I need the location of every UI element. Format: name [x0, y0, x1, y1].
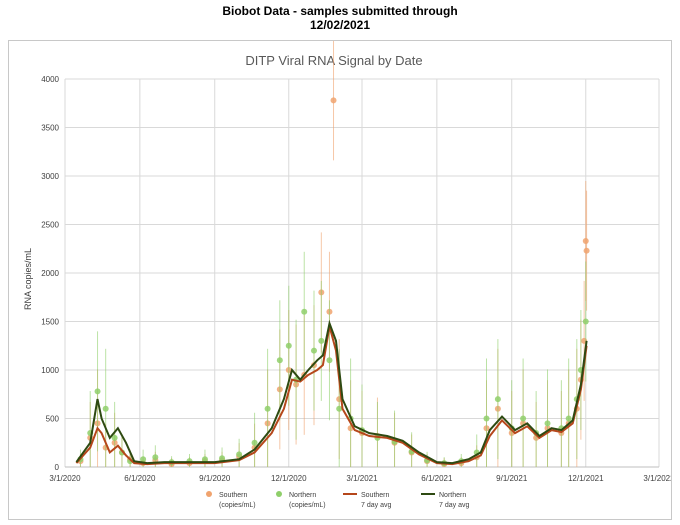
- data-point: [494, 396, 501, 403]
- legend-label: Northern: [439, 492, 466, 499]
- chart-frame: DITP Viral RNA Signal by Date 0 500 1000 15…: [8, 40, 675, 520]
- legend-label-line2: 7 day avg: [439, 502, 469, 509]
- x-tick-label: 3/1/2020: [49, 474, 81, 483]
- data-point: [152, 454, 159, 461]
- header-line-1: Biobot Data - samples submitted through: [222, 4, 458, 18]
- chart-header: Biobot Data - samples submitted through …: [0, 4, 680, 32]
- y-axis-label: RNA copies/mL: [23, 248, 33, 310]
- data-point: [94, 388, 101, 395]
- avg-line: [75, 319, 588, 465]
- data-point: [336, 405, 343, 412]
- data-point: [583, 247, 590, 254]
- data-point: [276, 357, 283, 364]
- data-point: [544, 420, 551, 427]
- x-tick-label: 12/1/2020: [271, 474, 307, 483]
- data-point: [201, 456, 208, 463]
- y-tick-label: 0: [55, 463, 60, 472]
- data-point: [111, 434, 118, 441]
- data-point: [236, 451, 243, 458]
- x-tick-label: 6/1/2021: [421, 474, 453, 483]
- x-tick-label: 3/1/2022: [643, 474, 671, 483]
- data-point: [140, 456, 147, 463]
- y-tick-label: 1500: [41, 318, 59, 327]
- y-tick-label: 4000: [41, 75, 59, 84]
- data-point: [582, 318, 589, 325]
- legend-label: Southern: [361, 492, 390, 499]
- data-point: [264, 405, 271, 412]
- x-tick-label: 12/1/2021: [568, 474, 604, 483]
- y-tick-label: 3000: [41, 172, 59, 181]
- y-tick-label: 1000: [41, 366, 59, 375]
- x-tick-label: 9/1/2020: [199, 474, 231, 483]
- y-tick-label: 500: [46, 415, 60, 424]
- chart-marks: [75, 40, 590, 468]
- data-point: [326, 357, 333, 364]
- legend-label-line2: (copies/mL): [219, 502, 256, 509]
- data-point: [565, 415, 572, 422]
- data-point: [285, 342, 292, 349]
- y-tick-label: 2500: [41, 221, 59, 230]
- data-point: [330, 97, 337, 104]
- legend-swatch: [206, 491, 212, 497]
- data-point: [310, 347, 317, 354]
- data-point: [251, 439, 258, 446]
- avg-line: [75, 326, 588, 466]
- legend-label: Northern: [289, 492, 316, 499]
- x-tick-label: 6/1/2020: [124, 474, 156, 483]
- y-tick-label: 3500: [41, 124, 59, 133]
- header-line-2: 12/02/2021: [309, 18, 371, 32]
- legend-swatch: [276, 491, 282, 497]
- data-point: [483, 415, 490, 422]
- data-point: [102, 405, 109, 412]
- legend-label-line2: 7 day avg: [361, 502, 391, 509]
- data-point: [318, 337, 325, 344]
- chart-svg: DITP Viral RNA Signal by Date 0500100015…: [23, 40, 675, 509]
- legend: Southern (copies/mL) Northern (copies/mL) So…: [206, 491, 469, 509]
- data-point: [582, 237, 589, 244]
- legend-label: Southern: [219, 492, 248, 499]
- data-point: [301, 308, 308, 315]
- legend-label-line2: (copies/mL): [289, 502, 326, 509]
- data-point: [520, 415, 527, 422]
- y-tick-label: 2000: [41, 269, 59, 278]
- data-point: [219, 455, 226, 462]
- x-tick-label: 9/1/2021: [496, 474, 528, 483]
- x-tick-label: 3/1/2021: [346, 474, 378, 483]
